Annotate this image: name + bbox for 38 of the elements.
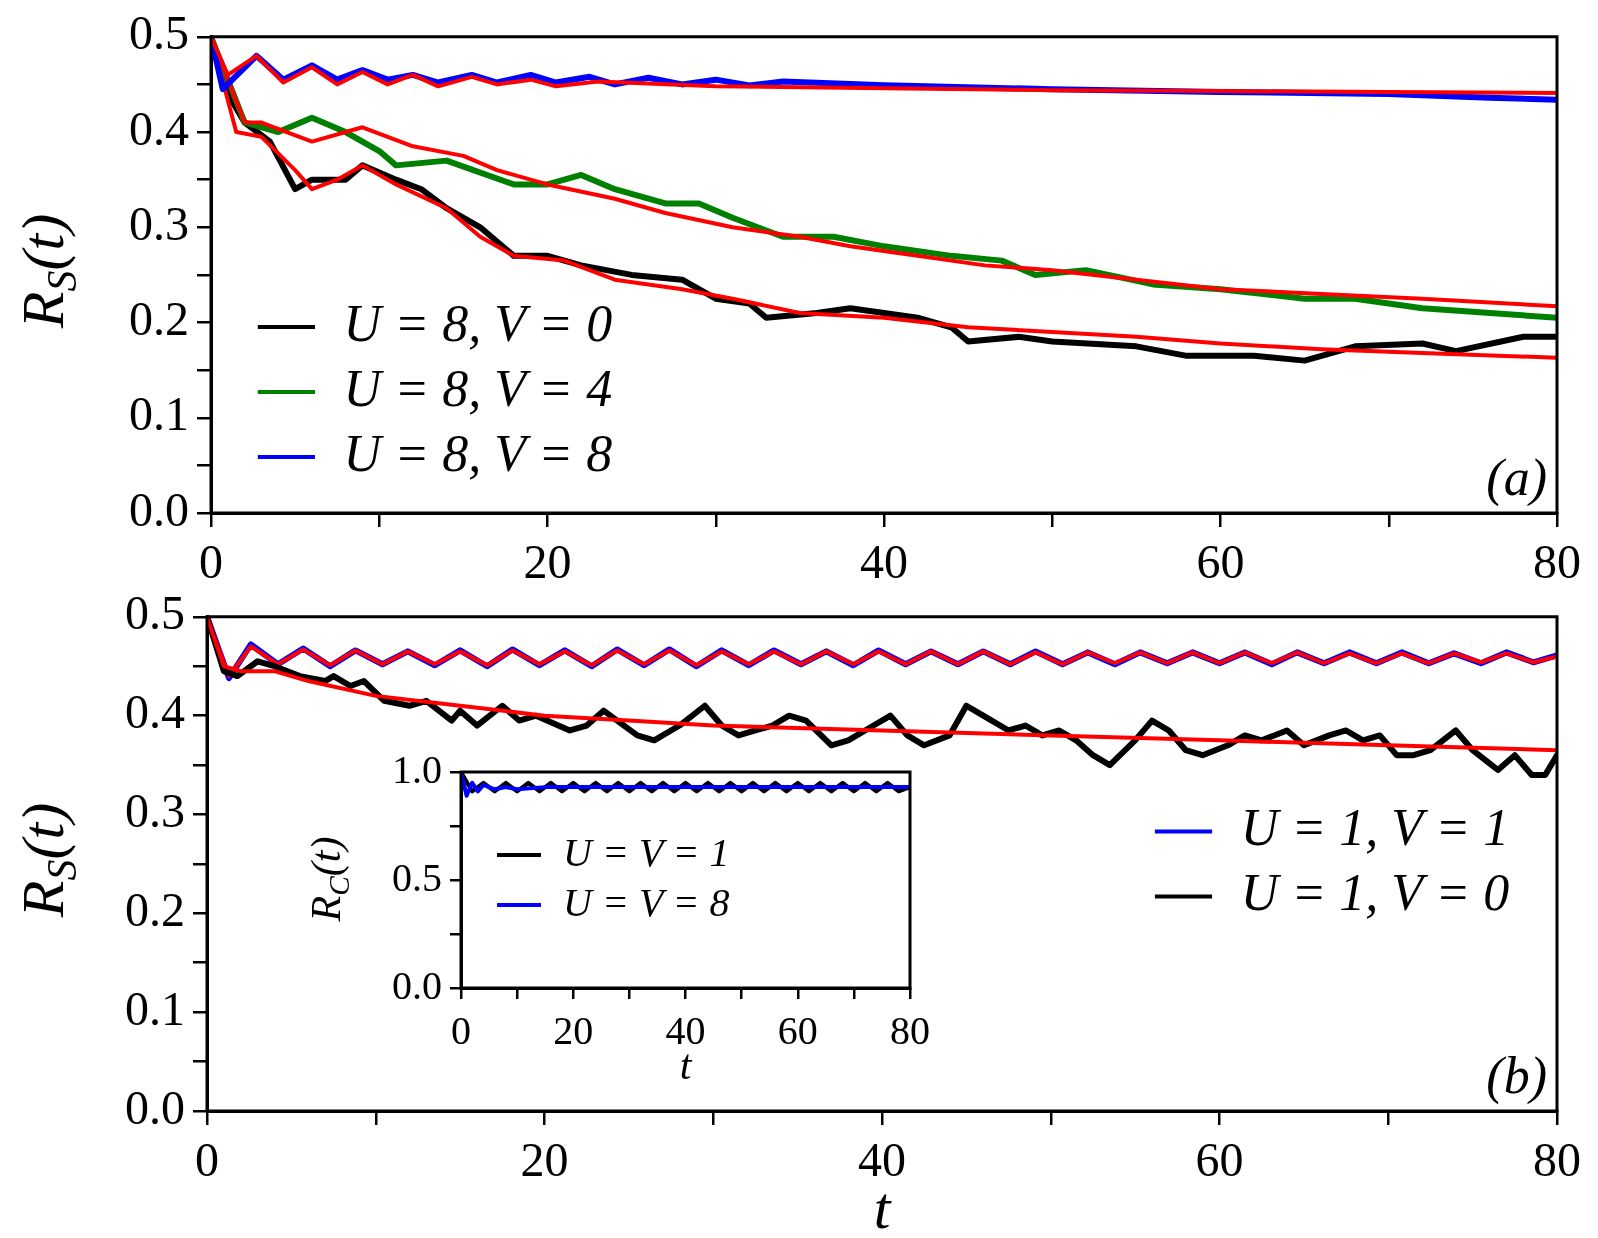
legend-label: U = 8, V = 4 (343, 359, 613, 417)
x-tick-label: 20 (520, 1133, 569, 1187)
legend-label: U = V = 1 (563, 829, 730, 875)
legend-label: U = 8, V = 8 (343, 424, 613, 482)
y-tick-label: 0.3 (125, 784, 185, 838)
x-tick-label: 80 (890, 1007, 930, 1053)
annotation: (b) (1486, 1046, 1547, 1105)
x-tick-label: 80 (1533, 1133, 1581, 1187)
legend-label: U = 1, V = 0 (1240, 864, 1510, 922)
annotation: (a) (1486, 448, 1547, 507)
y-tick-label: 0.2 (125, 882, 185, 936)
x-tick-label: 40 (665, 1007, 706, 1053)
x-tick-label: 0 (199, 535, 223, 589)
y-tick-label: 0.5 (392, 854, 442, 900)
y-tick-label: 1.0 (392, 746, 442, 792)
x-tick-label: 60 (1195, 1133, 1244, 1187)
legend-label: U = V = 8 (563, 879, 730, 925)
x-tick-label: 60 (777, 1007, 818, 1053)
legend-label: U = 1, V = 1 (1240, 799, 1510, 857)
x-tick-label: 0 (451, 1007, 471, 1053)
y-tick-label: 0.1 (129, 387, 189, 441)
x-tick-label: 0 (195, 1133, 219, 1187)
x-tick-label: 40 (860, 535, 908, 589)
y-tick-label: 0.2 (129, 292, 189, 346)
x-tick-label: 80 (1533, 535, 1581, 589)
y-tick-label: 0.0 (129, 482, 189, 536)
x-tick-label: 60 (1196, 535, 1245, 589)
x-tick-label: 20 (553, 1007, 594, 1053)
y-tick-label: 0.5 (129, 6, 189, 60)
y-tick-label: 0.5 (125, 586, 185, 640)
y-tick-label: 0.3 (129, 196, 189, 250)
y-tick-label: 0.4 (129, 101, 189, 155)
y-tick-label: 0.1 (125, 981, 185, 1035)
y-tick-label: 0.0 (125, 1080, 185, 1134)
x-tick-label: 20 (523, 535, 572, 589)
y-tick-label: 0.0 (392, 962, 442, 1008)
y-tick-label: 0.4 (125, 685, 185, 739)
legend-label: U = 8, V = 0 (343, 294, 613, 352)
